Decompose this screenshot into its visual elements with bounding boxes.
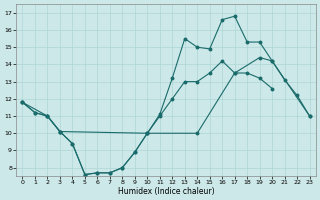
X-axis label: Humidex (Indice chaleur): Humidex (Indice chaleur): [118, 187, 214, 196]
